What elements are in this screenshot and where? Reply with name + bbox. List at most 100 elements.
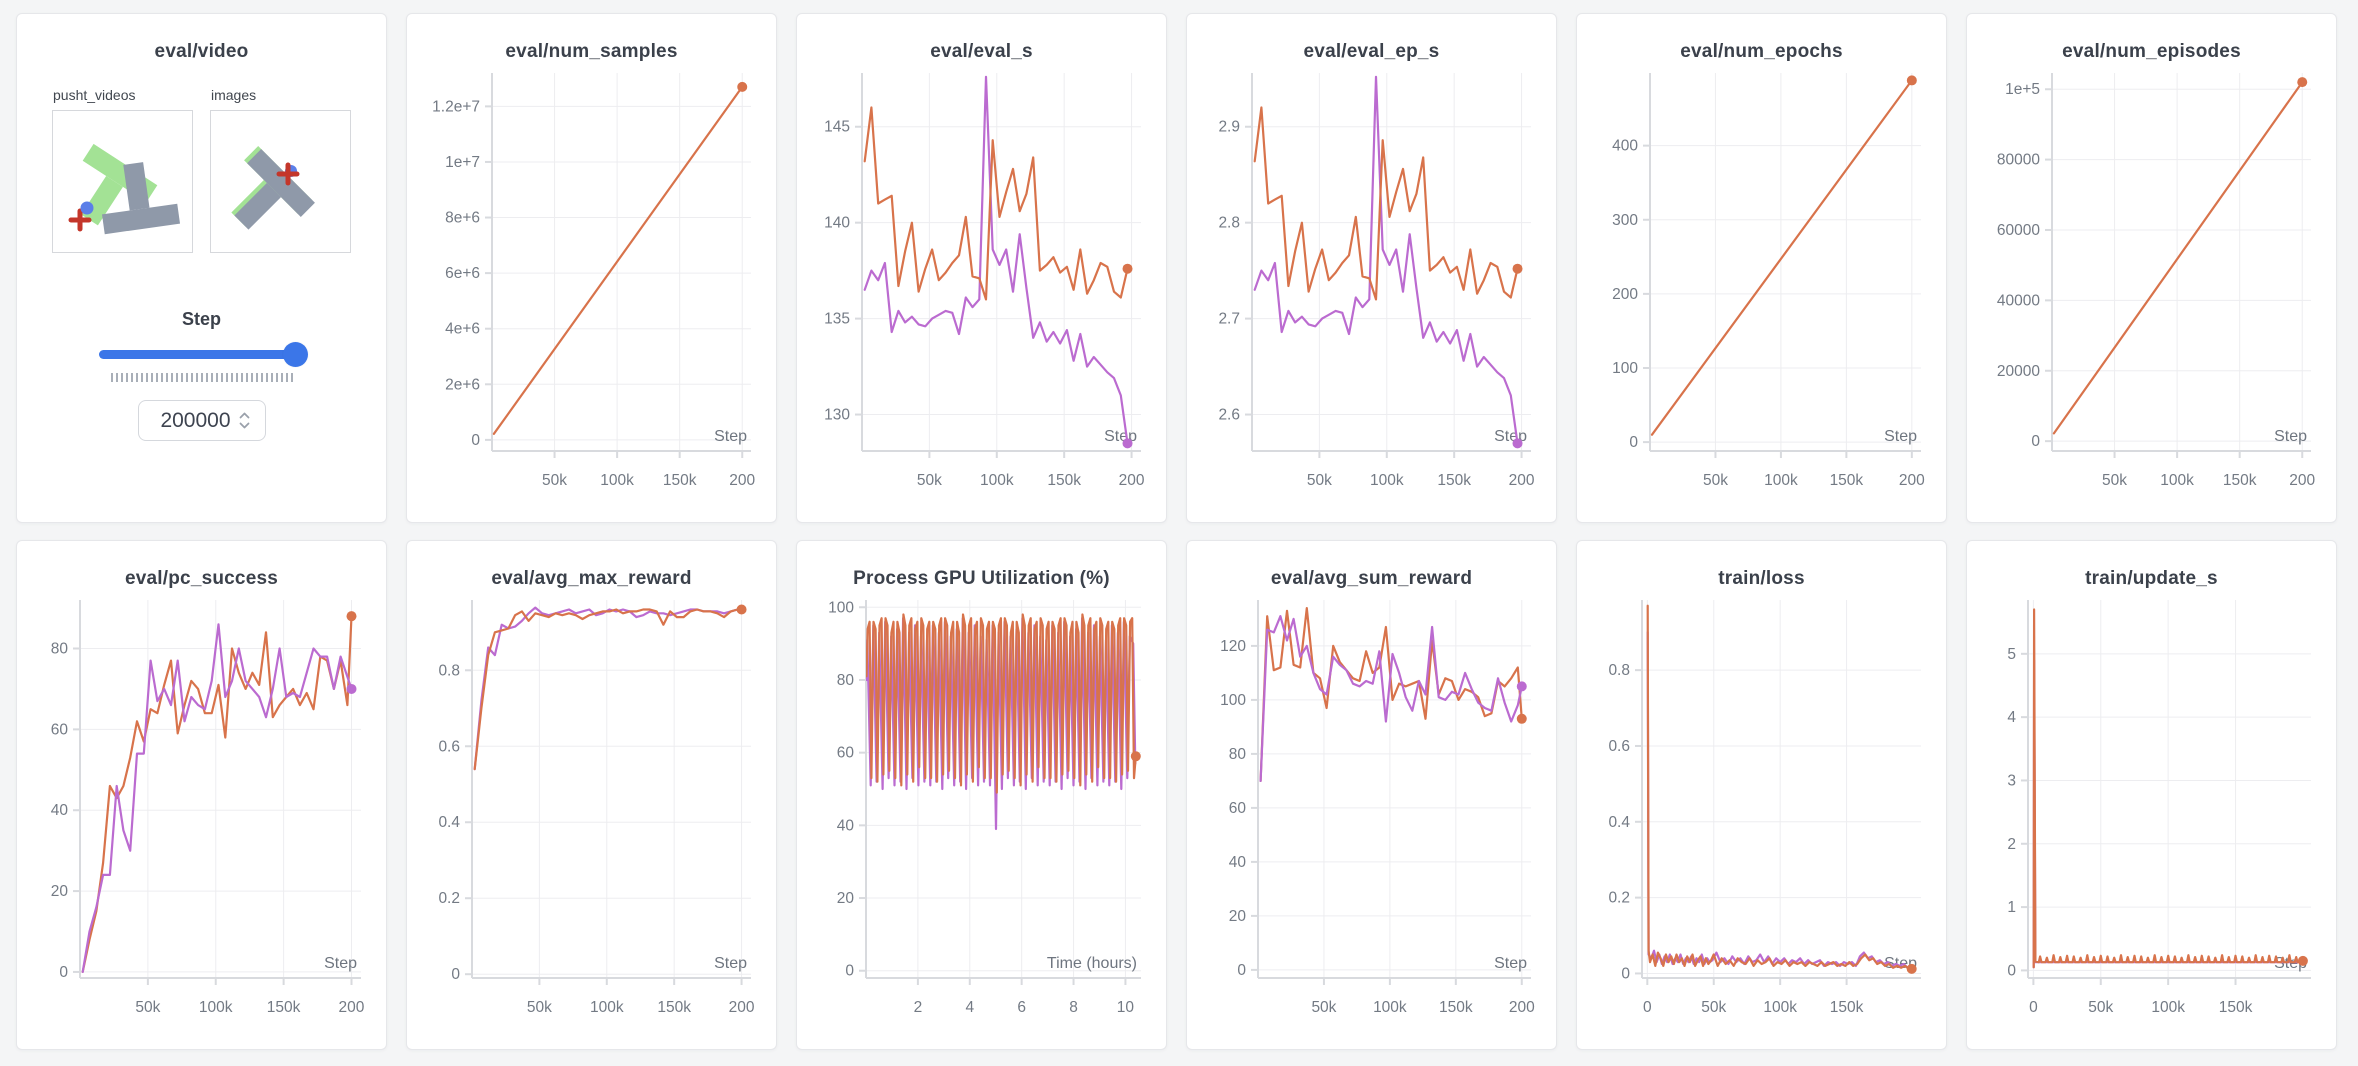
svg-text:50k: 50k [2102,472,2127,489]
svg-text:200: 200 [1509,472,1535,489]
pusht-video-thumbnail[interactable] [52,110,193,253]
chart-title: eval/eval_ep_s [1303,41,1440,62]
series-end-dot-run-purple [1122,438,1133,449]
svg-text:100k: 100k [980,472,1014,489]
x-axis-label: Step [2274,428,2307,445]
x-axis-label: Step [714,955,747,972]
series-line-run-orange [866,613,1137,794]
spinner-down-icon[interactable] [239,422,250,429]
step-slider-track[interactable] [98,350,305,359]
chart-canvas-num_epochs[interactable]: 0 100 200 300 400 50k 100k 150k 200 Step [1588,65,1935,501]
svg-text:40: 40 [837,817,855,834]
step-slider-thumb[interactable] [282,342,308,367]
series-end-dot-run-orange [737,81,748,92]
svg-text:60: 60 [837,745,855,762]
svg-text:2.6: 2.6 [1218,407,1240,424]
images-thumbnail[interactable] [210,110,351,253]
panel-eval-avg-sum-reward: eval/avg_sum_reward 0 20 40 60 80 100 120 50k 100… [1186,540,1557,1050]
x-axis-label: Step [714,428,747,445]
chart-canvas-num_samples[interactable]: 0 2e+6 4e+6 6e+6 8e+6 1e+7 1.2e+7 50k 100k 150k 20… [418,65,765,501]
svg-text:50k: 50k [542,472,567,489]
chart-title: eval/num_epochs [1680,41,1843,62]
svg-text:50k: 50k [1311,999,1336,1016]
svg-text:200: 200 [729,472,755,489]
svg-text:1: 1 [2007,899,2016,916]
series-end-dot-run-orange [2297,955,2308,966]
pusht-videos-column: pusht_videos [52,87,193,253]
svg-text:0.2: 0.2 [1608,890,1630,907]
svg-text:150k: 150k [267,999,301,1016]
svg-text:0.4: 0.4 [438,814,460,831]
chart-title: train/loss [1718,568,1805,589]
svg-text:80000: 80000 [1997,152,2040,169]
svg-text:40: 40 [1229,854,1247,871]
series-line-run-orange [2032,608,2304,969]
svg-text:0: 0 [471,432,480,449]
svg-text:100k: 100k [199,999,233,1016]
svg-text:100k: 100k [2160,472,2194,489]
series-end-dot-run-purple [346,683,357,694]
svg-text:2.9: 2.9 [1218,119,1240,136]
chart-title: eval/avg_sum_reward [1270,568,1473,589]
svg-text:50k: 50k [1307,472,1332,489]
series-end-dot-run-orange [346,611,357,622]
svg-text:200: 200 [1612,286,1638,303]
svg-text:4e+6: 4e+6 [445,321,480,338]
svg-text:0.6: 0.6 [438,738,460,755]
series-end-dot-run-purple [1512,438,1523,449]
chart-canvas-num_episodes[interactable]: 0 20000 40000 60000 80000 1e+5 50k 100k 150k 200 S… [1978,65,2325,501]
panel-eval-num-episodes: eval/num_episodes 0 20000 40000 60000 80000 1e… [1966,13,2337,523]
series-line-run-orange [81,615,353,973]
series-line-run-orange [492,85,744,435]
series-line-run-purple [863,75,1129,445]
series-line-run-orange [1259,607,1523,782]
svg-text:300: 300 [1612,212,1638,229]
series-end-dot-run-orange [1130,751,1141,762]
step-slider-heading: Step [181,309,221,329]
images-label: images [211,87,257,103]
series-end-dot-run-purple [1516,681,1527,692]
chart-canvas-pc_success[interactable]: 0 20 40 60 80 50k 100k 150k 200 Step [28,592,375,1028]
svg-text:2.8: 2.8 [1218,215,1240,232]
svg-text:150k: 150k [1439,999,1473,1016]
pusht-goal-cross-icon [68,208,92,232]
svg-text:6: 6 [1017,999,1026,1016]
svg-text:0: 0 [1629,434,1638,451]
images-column: images [210,87,351,253]
step-input[interactable] [153,408,238,433]
svg-text:135: 135 [824,311,850,328]
svg-text:2.7: 2.7 [1218,311,1240,328]
series-end-dot-run-orange [2297,77,2308,88]
svg-text:150k: 150k [657,999,691,1016]
svg-text:6e+6: 6e+6 [445,265,480,282]
series-line-run-purple [1646,631,1913,969]
chart-canvas-avg_max_reward[interactable]: 0 0.2 0.4 0.6 0.8 50k 100k 150k 200 Step [418,592,765,1028]
svg-text:150k: 150k [1830,472,1864,489]
chart-title: eval/num_episodes [2062,41,2241,62]
svg-text:100: 100 [1612,360,1638,377]
svg-text:100k: 100k [1373,999,1407,1016]
svg-text:80: 80 [51,641,69,658]
series-line-run-purple [2032,659,2303,969]
step-slider-tick-ruler [110,373,295,382]
series-line-run-orange [473,608,743,771]
series-end-dot-run-orange [1516,713,1527,724]
x-axis-label: Step [1494,955,1527,972]
svg-text:0.8: 0.8 [1608,662,1630,679]
series-line-run-orange [863,106,1129,301]
spinner-up-icon[interactable] [239,412,250,419]
pusht-block-t-shape [101,162,181,235]
chart-canvas-avg_sum_reward[interactable]: 0 20 40 60 80 100 120 50k 100k 150k 200 Step [1198,592,1545,1028]
series-end-dot-run-orange [736,604,747,615]
svg-text:2: 2 [2007,836,2016,853]
series-line-run-orange [2052,81,2304,435]
svg-text:40: 40 [51,802,69,819]
svg-text:130: 130 [824,407,850,424]
svg-text:40000: 40000 [1997,292,2040,309]
chart-canvas-gpu_util[interactable]: 0 20 40 60 80 100 2 4 6 8 10 Time (hours) [808,592,1155,1028]
svg-text:20000: 20000 [1997,363,2040,380]
